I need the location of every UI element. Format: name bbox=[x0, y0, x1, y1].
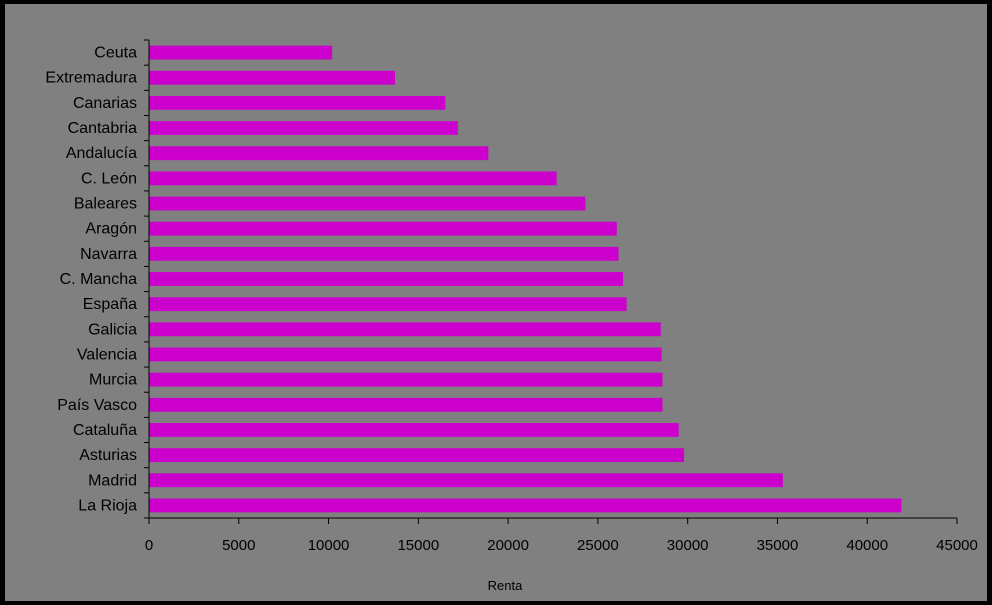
category-label: Extremadura bbox=[45, 70, 137, 87]
x-tick-label: 5000 bbox=[222, 537, 255, 554]
bar-8 bbox=[149, 297, 627, 312]
x-tick-label: 10000 bbox=[308, 537, 350, 554]
x-tick-label: 30000 bbox=[667, 537, 709, 554]
bar-16 bbox=[149, 95, 446, 110]
bar-17 bbox=[149, 70, 395, 85]
category-label: Murcia bbox=[89, 372, 137, 389]
bar-15 bbox=[149, 121, 458, 135]
category-label: Madrid bbox=[88, 472, 137, 489]
bar-10 bbox=[149, 246, 619, 261]
category-label: Aragón bbox=[85, 221, 137, 238]
x-tick-label: 0 bbox=[145, 537, 153, 554]
x-tick-label: 15000 bbox=[397, 537, 439, 554]
bar-2 bbox=[149, 448, 685, 463]
x-tick-label: 35000 bbox=[757, 537, 799, 554]
bar-18 bbox=[149, 45, 333, 60]
x-tick-label: 40000 bbox=[846, 537, 888, 554]
category-label: Ceuta bbox=[94, 45, 137, 62]
bar-11 bbox=[149, 221, 617, 236]
bar-0 bbox=[149, 498, 902, 513]
bar-3 bbox=[149, 423, 679, 437]
bar-9 bbox=[149, 272, 624, 286]
category-label: C. Mancha bbox=[60, 271, 137, 288]
bars-layer bbox=[149, 45, 902, 513]
bar-5 bbox=[149, 372, 663, 387]
category-label: Galicia bbox=[88, 321, 137, 338]
category-label: Andalucía bbox=[66, 145, 137, 162]
bar-6 bbox=[149, 347, 662, 362]
bar-1 bbox=[149, 473, 783, 488]
category-label: Valencia bbox=[77, 346, 137, 363]
bar-7 bbox=[149, 322, 661, 337]
x-tick-label: 45000 bbox=[936, 537, 978, 554]
category-label: Navarra bbox=[80, 246, 137, 263]
category-label: Cantabria bbox=[68, 120, 137, 137]
category-label: País Vasco bbox=[57, 397, 137, 414]
category-label: La Rioja bbox=[78, 497, 137, 514]
x-tick-label: 25000 bbox=[577, 537, 619, 554]
x-tick-label: 20000 bbox=[487, 537, 529, 554]
bar-12 bbox=[149, 196, 586, 211]
category-label: Asturias bbox=[79, 447, 137, 464]
category-label: España bbox=[83, 296, 137, 313]
category-label: Canarias bbox=[73, 95, 137, 112]
category-label: Cataluña bbox=[73, 422, 137, 439]
axis-layer: La Rioja Madrid Asturias Cataluña País Vasco… bbox=[45, 39, 978, 554]
category-label: Baleares bbox=[74, 196, 137, 213]
x-axis-title: Renta bbox=[488, 578, 523, 593]
bar-4 bbox=[149, 397, 663, 412]
bar-13 bbox=[149, 171, 557, 186]
bar-14 bbox=[149, 146, 489, 161]
category-label: C. León bbox=[81, 170, 137, 187]
